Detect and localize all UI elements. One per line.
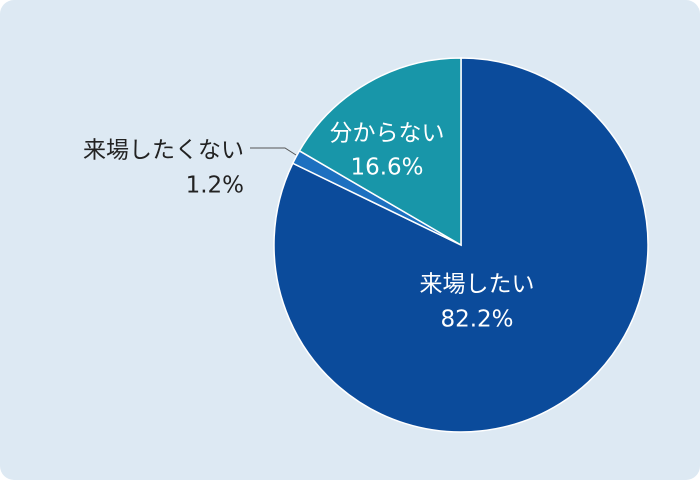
slice-label: 来場したくない bbox=[83, 138, 244, 164]
slice-value-label: 82.2% bbox=[440, 307, 513, 333]
pie-slice bbox=[298, 57, 462, 247]
slice-label: 来場したい bbox=[420, 272, 535, 298]
slice-value-label: 16.6% bbox=[350, 155, 423, 181]
slice-label: 分からない bbox=[330, 121, 445, 147]
leader-line bbox=[250, 147, 297, 156]
slice-value-label: 1.2% bbox=[186, 173, 244, 199]
